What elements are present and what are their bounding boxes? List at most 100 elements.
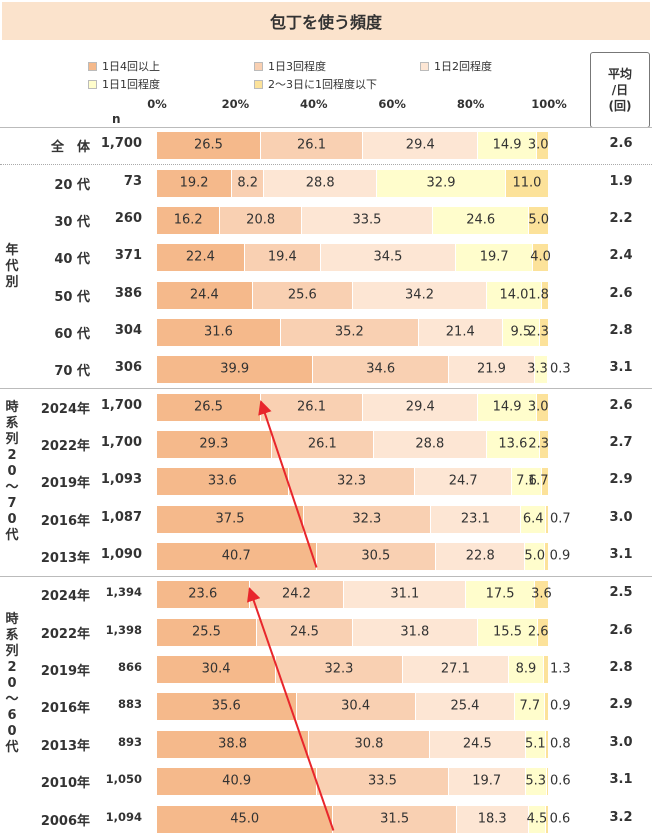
bar-segment: 23.1 [430, 505, 522, 533]
bar-segment: 31.8 [352, 618, 478, 646]
bar-segment: 22.4 [157, 243, 245, 271]
row-average: 3.2 [609, 810, 633, 825]
row-average: 2.9 [609, 697, 633, 712]
bar-segment: 3.6 [531, 580, 552, 608]
bar-segment: 1.8 [528, 281, 549, 309]
bar-segment: 33.5 [317, 767, 449, 795]
data-label: 4.0 [530, 249, 551, 265]
data-label: 33.6 [207, 473, 237, 489]
bar-segment: 30.5 [316, 542, 437, 570]
row-n: 1,090 [100, 547, 142, 562]
bar-segment: 28.8 [373, 430, 487, 458]
bar-segment: 31.6 [157, 318, 281, 346]
data-label: 21.9 [476, 361, 506, 377]
row-label: 2022年 [40, 439, 90, 454]
row-separator [0, 388, 652, 389]
data-label: 6.4 [522, 511, 544, 527]
row-label: 20 代 [54, 178, 90, 193]
row-average: 2.7 [609, 435, 633, 450]
row-label: 2024年 [40, 589, 90, 604]
data-label: 30.5 [361, 548, 391, 564]
data-label: 2.3 [528, 436, 550, 452]
bar-segment: 37.5 [157, 505, 304, 533]
bar-segment: 1.7 [528, 467, 549, 495]
row-n: 306 [114, 360, 142, 375]
legend-swatch [88, 61, 97, 71]
row-label: 2022年 [40, 627, 90, 642]
x-tick-label: 20% [221, 97, 250, 111]
data-label: 4.5 [526, 811, 548, 827]
data-label: 8.2 [237, 175, 259, 191]
row-average: 1.9 [609, 174, 633, 189]
bar-segment: 4.0 [530, 243, 551, 271]
data-label: 8.9 [515, 661, 537, 677]
x-tick-label: 60% [378, 97, 406, 111]
bar-segment: 4.5 [526, 805, 548, 833]
x-tick-label: 0% [147, 97, 167, 111]
data-label: 14.9 [492, 137, 522, 153]
bar-segment: 24.6 [433, 206, 530, 234]
row-label: 2013年 [40, 739, 90, 754]
bar-segment: 19.7 [448, 767, 526, 795]
bar-segment: 11.0 [505, 169, 550, 197]
data-label: 1.8 [528, 287, 549, 303]
data-label: 31.1 [390, 586, 420, 602]
bar-segment: 25.4 [415, 692, 516, 720]
bar-segment: 14.0 [487, 281, 542, 309]
stacked-bar: 31.6 35.2 21.4 9.5 2.3 [157, 318, 549, 346]
data-label: 0.9 [549, 698, 571, 714]
bar-segment: 24.7 [415, 467, 513, 495]
row-n: 1,700 [100, 398, 142, 413]
row-n: 1,093 [100, 472, 142, 487]
bar-segment: 32.3 [288, 467, 416, 495]
data-label: 26.5 [193, 399, 223, 415]
bar-segment: 45.0 [157, 805, 334, 833]
data-label: 31.6 [203, 324, 233, 340]
stacked-bar: 24.4 25.6 34.2 14.0 1.8 [157, 281, 549, 309]
data-label: 18.3 [477, 811, 507, 827]
row-n: 1,700 [100, 435, 142, 450]
data-label: 3.3 [527, 361, 548, 377]
bar-segment: 5.0 [528, 206, 549, 234]
data-label: 26.5 [193, 137, 223, 153]
data-label: 19.7 [472, 773, 502, 789]
data-label: 1.7 [527, 473, 549, 489]
data-label: 19.2 [179, 175, 209, 191]
data-label: 34.2 [405, 287, 434, 303]
row-separator [0, 127, 652, 128]
stacked-bar: 26.5 26.1 29.4 14.9 3.0 [157, 131, 549, 159]
bar-segment: 3.0 [528, 131, 549, 159]
bar-segment: 0.7 [546, 505, 571, 533]
bar-segment: 40.7 [157, 542, 317, 570]
bar-segment: 20.8 [220, 206, 302, 234]
data-label: 24.5 [462, 736, 492, 752]
legend-item: 1日3回程度 [254, 58, 326, 74]
bar-segment: 35.6 [157, 692, 297, 720]
bar-segment: 32.9 [377, 169, 506, 197]
data-label: 14.9 [492, 399, 522, 415]
data-label: 26.1 [297, 399, 326, 415]
bar-segment: 31.5 [333, 805, 457, 833]
stacked-bar: 19.2 8.2 28.8 32.9 11.0 [157, 169, 550, 197]
x-tick-label: 80% [456, 97, 485, 111]
data-label: 19.4 [267, 249, 297, 265]
bar-segment: 31.1 [344, 580, 467, 608]
bar-segment: 34.5 [320, 243, 457, 271]
row-separator [0, 576, 652, 577]
bar-segment: 24.5 [256, 618, 353, 646]
bar-segment: 0.8 [545, 730, 571, 758]
data-label: 11.0 [512, 175, 542, 191]
bar-segment: 32.3 [276, 655, 403, 683]
stacked-bar: 22.4 19.4 34.5 19.7 4.0 [157, 243, 551, 271]
data-label: 30.4 [341, 698, 371, 714]
bar-segment: 26.5 [157, 131, 261, 159]
row-n: 866 [117, 660, 142, 674]
bar-segment: 0.6 [546, 767, 571, 795]
stacked-bar: 40.7 30.5 22.8 5.0 0.9 [157, 542, 570, 570]
bar-segment: 5.3 [525, 767, 547, 795]
row-average: 3.0 [609, 735, 633, 750]
data-label: 34.6 [366, 361, 396, 377]
group-label-ts1: 時系列 2 0 ～ 7 0 代 [5, 400, 19, 543]
data-label: 26.1 [307, 436, 337, 452]
bar-segment: 13.6 [486, 430, 540, 458]
